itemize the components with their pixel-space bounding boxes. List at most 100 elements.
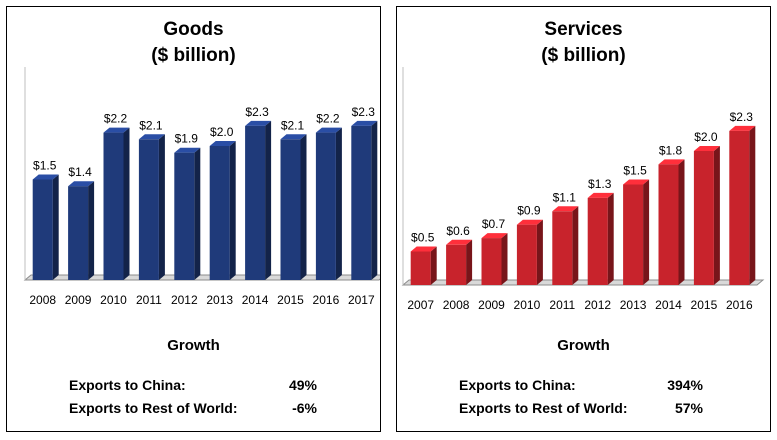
goods-growth-label-china: Exports to China:	[69, 377, 186, 393]
bar-top	[138, 134, 165, 140]
data-label: $2.1	[139, 118, 163, 132]
bar-top	[32, 174, 59, 180]
x-tick-label: 2009	[65, 293, 92, 307]
bar-top	[729, 125, 756, 131]
bar-top	[410, 246, 437, 252]
bar-top	[245, 120, 272, 126]
bar-2013	[209, 141, 236, 280]
goods-bar-chart: $1.5 2008 $1.4 2009 $2.2 2010 $2.1 2011 $1.9 2012…	[23, 67, 380, 307]
bar-front	[552, 211, 573, 285]
bar-top	[351, 120, 378, 126]
bar-2012	[174, 147, 201, 280]
bar-front	[729, 130, 750, 285]
data-label: $1.8	[659, 143, 683, 157]
bar-front	[516, 224, 537, 285]
x-tick-label: 2009	[478, 298, 505, 312]
x-tick-label: 2012	[171, 293, 198, 307]
data-label: $1.5	[33, 159, 57, 173]
bar-2015	[280, 134, 307, 280]
services-title: Services	[544, 19, 623, 40]
bar-2012	[587, 192, 614, 285]
services-growth-value-row: 57%	[674, 400, 703, 416]
data-label: $2.2	[316, 112, 340, 126]
data-label: $0.7	[482, 217, 506, 231]
bar-front	[446, 244, 467, 285]
bar-top	[658, 159, 685, 165]
bar-top	[552, 206, 579, 212]
goods-subtitle: ($ billion)	[151, 45, 236, 66]
bar-side	[52, 174, 59, 280]
bar-side	[572, 206, 579, 285]
goods-growth-value-china: 49%	[288, 377, 317, 393]
bar-2016	[315, 127, 342, 280]
bar-side	[300, 134, 307, 280]
bar-side	[607, 192, 614, 285]
bar-side	[713, 146, 720, 285]
x-tick-label: 2011	[136, 293, 162, 307]
bar-side	[371, 120, 378, 281]
bar-2009	[68, 181, 95, 280]
goods-title: Goods	[163, 19, 224, 40]
services-bar-chart: $0.5 2007 $0.6 2008 $0.7 2009 $0.9 2010 $1.1 2011…	[401, 67, 765, 312]
services-growth-label-china: Exports to China:	[459, 377, 576, 393]
bar-top	[174, 147, 201, 153]
data-label: $1.9	[175, 132, 199, 146]
bar-side	[430, 246, 437, 285]
data-label: $2.1	[281, 118, 305, 132]
bar-2015	[693, 146, 720, 285]
bar-front	[587, 197, 608, 285]
x-tick-label: 2014	[655, 298, 682, 312]
bar-side	[158, 134, 165, 280]
bar-front	[280, 139, 301, 280]
bar-2010	[516, 219, 543, 285]
services-growth-value-china: 394%	[667, 377, 703, 393]
bar-top	[209, 141, 236, 146]
bar-side	[265, 120, 272, 281]
data-label: $2.0	[694, 130, 718, 144]
bar-front	[351, 125, 372, 281]
x-tick-label: 2011	[549, 298, 575, 312]
bar-side	[749, 125, 756, 286]
x-tick-label: 2015	[277, 293, 304, 307]
bar-top	[103, 127, 130, 133]
goods-panel: Goods ($ billion) $1.5 2008 $1.4 2009 $2.2 20…	[6, 6, 381, 432]
bar-top	[315, 127, 342, 133]
data-label: $1.3	[588, 177, 612, 191]
bar-2014	[658, 159, 685, 285]
bar-side	[536, 219, 543, 285]
bar-top	[587, 192, 614, 198]
x-tick-label: 2013	[620, 298, 647, 312]
bar-front	[410, 251, 431, 285]
x-tick-label: 2007	[407, 298, 434, 312]
services-subtitle: ($ billion)	[541, 45, 626, 66]
bar-2013	[623, 179, 650, 285]
bar-side	[643, 179, 650, 285]
bar-side	[229, 141, 236, 280]
x-tick-label: 2010	[514, 298, 541, 312]
bar-front	[245, 125, 266, 281]
x-tick-label: 2012	[584, 298, 611, 312]
bar-2017	[351, 120, 378, 281]
x-tick-label: 2016	[726, 298, 753, 312]
bar-2008	[446, 239, 473, 285]
data-label: $1.1	[553, 190, 577, 204]
bar-2010	[103, 127, 130, 280]
data-label: $0.6	[446, 224, 470, 238]
bar-side	[335, 127, 342, 280]
bar-front	[693, 151, 714, 285]
services-panel: Services ($ billion) $0.5 2007 $0.6 2008 $0.…	[396, 6, 771, 432]
bar-front	[138, 139, 159, 280]
x-tick-label: 2016	[313, 293, 340, 307]
goods-growth-value-row: -6%	[292, 400, 317, 416]
bar-side	[501, 233, 508, 285]
bar-2007	[410, 246, 437, 285]
goods-growth-label-row: Exports to Rest of World:	[69, 400, 238, 416]
bar-front	[658, 164, 679, 285]
bar-side	[678, 159, 685, 285]
bar-front	[481, 238, 502, 285]
bar-top	[516, 219, 543, 225]
bar-top	[280, 134, 307, 140]
x-tick-label: 2017	[348, 293, 375, 307]
data-label: $0.5	[411, 231, 435, 245]
goods-growth-heading: Growth	[167, 337, 220, 354]
